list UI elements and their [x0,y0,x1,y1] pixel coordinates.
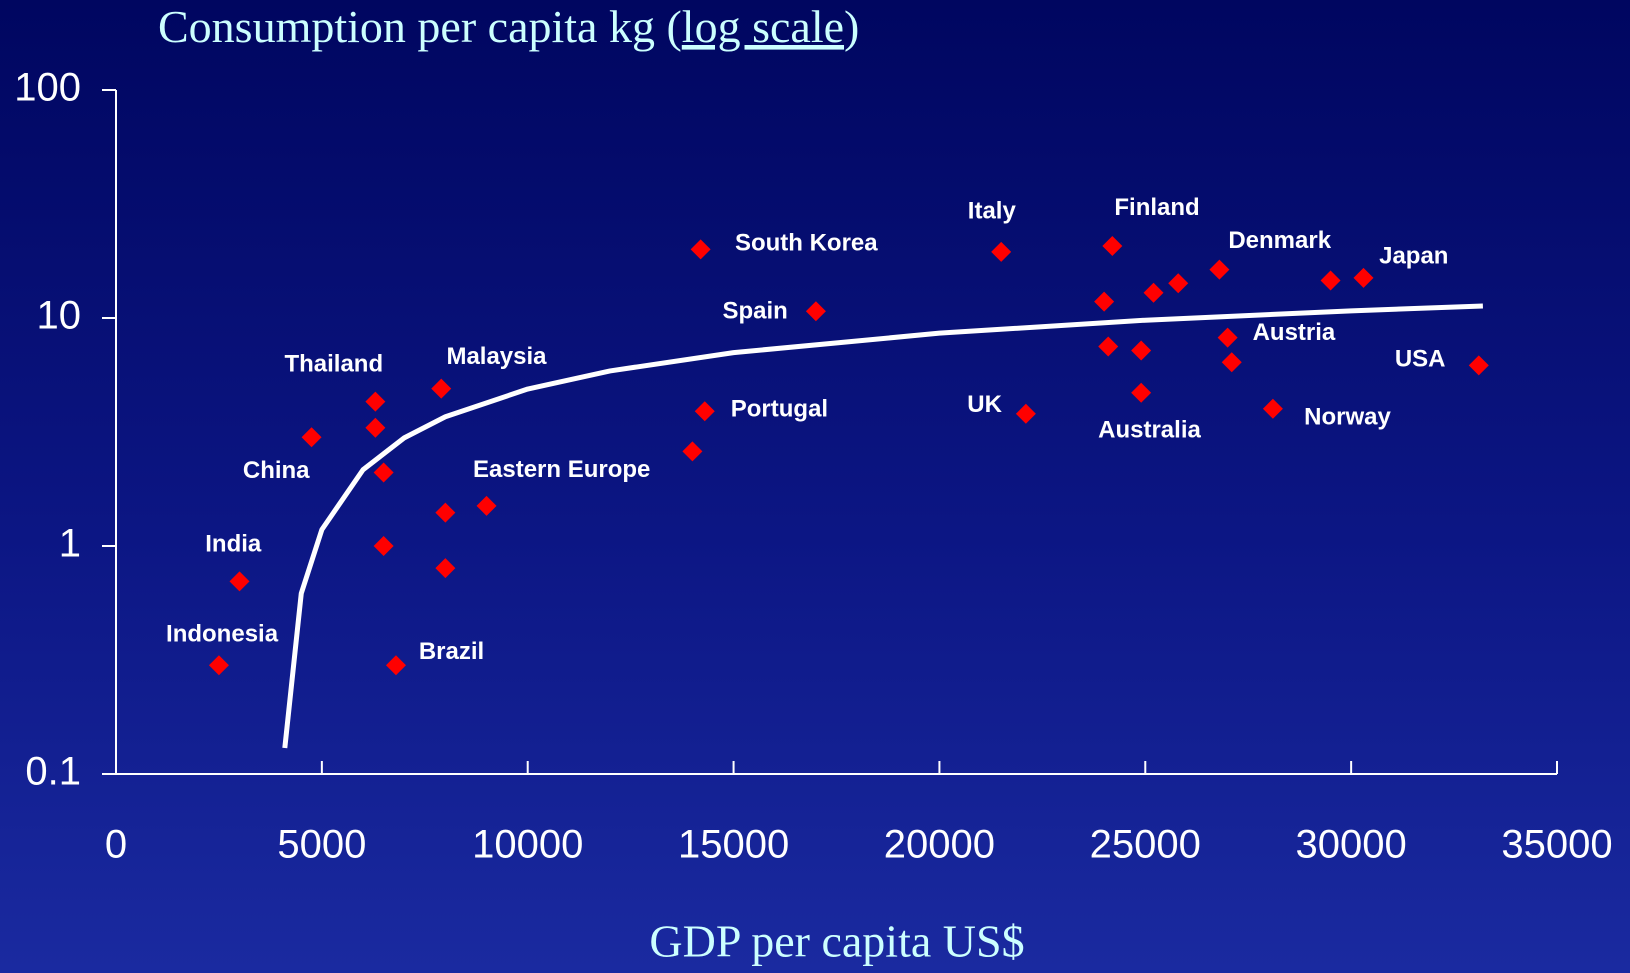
data-label: UK [967,391,1002,418]
marker [1102,235,1123,256]
marker [1143,282,1164,303]
marker [1468,355,1489,376]
marker [208,655,229,676]
marker [301,427,322,448]
data-label: South Korea [735,230,878,257]
y-tick-label: 10 [37,294,82,338]
marker [690,239,711,260]
data-label: Thailand [284,351,383,378]
marker [1217,327,1238,348]
x-tick-label: 0 [105,823,127,867]
x-tick-label: 35000 [1501,823,1612,867]
marker [373,536,394,556]
marker [476,495,497,516]
x-tick-label: 30000 [1296,823,1407,867]
x-tick-label: 20000 [884,823,995,867]
marker [1353,267,1374,288]
marker [373,462,394,483]
marker [1131,340,1152,361]
data-label: Eastern Europe [473,456,650,483]
data-label: Denmark [1228,227,1331,254]
data-label: Spain [722,298,787,325]
x-axis-title: GDP per capita US$ [649,916,1024,967]
x-tick-label: 5000 [277,823,366,867]
data-label: Austria [1253,319,1336,346]
marker [1221,352,1242,373]
marker [805,301,826,322]
marker [694,401,715,422]
marker [365,417,386,438]
y-axis-title-part: Consumption per capita kg ( [158,1,682,52]
y-tick-label: 100 [14,66,81,110]
data-label: Italy [968,198,1017,225]
marker [435,558,456,579]
marker [435,502,456,523]
marker [682,441,703,462]
data-label: Brazil [419,638,484,665]
x-tick-label: 15000 [678,823,789,867]
data-label: USA [1395,345,1446,372]
marker [1262,398,1283,419]
data-label: Portugal [731,396,828,423]
y-axis-title: Consumption per capita kg (log scale) [158,1,859,52]
marker [365,391,386,412]
data-label: China [243,457,310,484]
data-label: Finland [1114,194,1199,221]
marker [991,241,1012,262]
data-label: Norway [1304,403,1391,430]
data-label: Australia [1098,417,1201,444]
y-tick-label: 1 [59,522,81,566]
y-axis-title-part: log scale [682,1,844,52]
marker [385,655,406,676]
data-label: India [205,530,262,557]
data-label: Japan [1379,242,1448,269]
marker [1015,403,1036,424]
data-label: Indonesia [166,620,279,647]
marker [1168,273,1189,294]
marker [229,571,250,592]
y-tick-label: 0.1 [25,750,81,794]
marker [1209,259,1230,280]
data-label: Malaysia [446,343,547,370]
marker [1098,336,1119,357]
x-tick-label: 25000 [1090,823,1201,867]
trend-line [282,303,1483,749]
marker [1131,382,1152,403]
y-axis-title-part: ) [844,1,859,52]
marker [1320,270,1341,291]
marker [1094,291,1115,312]
marker [431,378,452,399]
x-tick-label: 10000 [472,823,583,867]
